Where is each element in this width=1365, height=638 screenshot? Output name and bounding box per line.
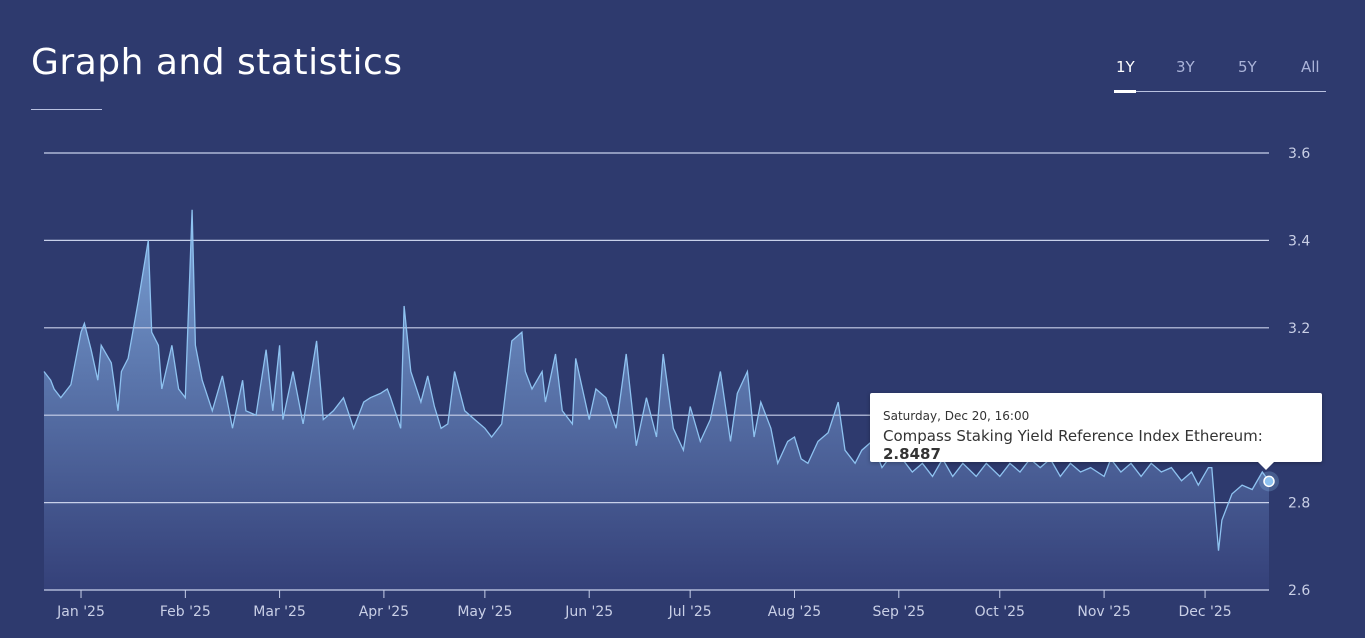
x-tick-label: May '25 (457, 604, 512, 620)
range-tabs: 1Y 3Y 5Y All (1114, 56, 1326, 93)
tooltip-series: Compass Staking Yield Reference Index Et… (883, 427, 1258, 445)
x-tick-label: Dec '25 (1178, 604, 1231, 620)
x-tick-label: Oct '25 (975, 604, 1025, 620)
x-tick-label: Sep '25 (873, 604, 926, 620)
chart-tooltip: Saturday, Dec 20, 16:00 Compass Staking … (870, 393, 1322, 470)
hover-point (1263, 475, 1275, 488)
x-tick-label: Feb '25 (160, 604, 211, 620)
x-tick-label: Jun '25 (564, 604, 613, 620)
x-tick-label: Apr '25 (359, 604, 409, 620)
active-tab-indicator (1114, 90, 1136, 93)
x-tick-label: Nov '25 (1077, 604, 1130, 620)
x-tick-label: Mar '25 (253, 604, 306, 620)
tooltip-line: Compass Staking Yield Reference Index Et… (883, 427, 1322, 463)
y-tick-label: 3.6 (1288, 146, 1310, 162)
x-tick-label: Jul '25 (668, 604, 712, 620)
page-title: Graph and statistics (31, 42, 403, 83)
tab-5y[interactable]: 5Y (1238, 58, 1257, 76)
y-tick-label: 3.4 (1288, 233, 1310, 249)
y-tick-label: 3.2 (1288, 321, 1310, 337)
series-area (44, 209, 1269, 591)
y-tick-label: 2.6 (1288, 583, 1310, 599)
title-underline (31, 109, 102, 110)
y-tick-label: 2.8 (1288, 496, 1310, 512)
x-tick-label: Aug '25 (768, 604, 821, 620)
tab-all[interactable]: All (1301, 58, 1320, 76)
tooltip-value: 2.8487 (883, 445, 941, 463)
tab-3y[interactable]: 3Y (1176, 58, 1195, 76)
tooltip-separator: : (1257, 427, 1263, 445)
tab-1y[interactable]: 1Y (1116, 58, 1135, 76)
x-tick-label: Jan '25 (56, 604, 105, 620)
tooltip-date: Saturday, Dec 20, 16:00 (883, 409, 1030, 423)
